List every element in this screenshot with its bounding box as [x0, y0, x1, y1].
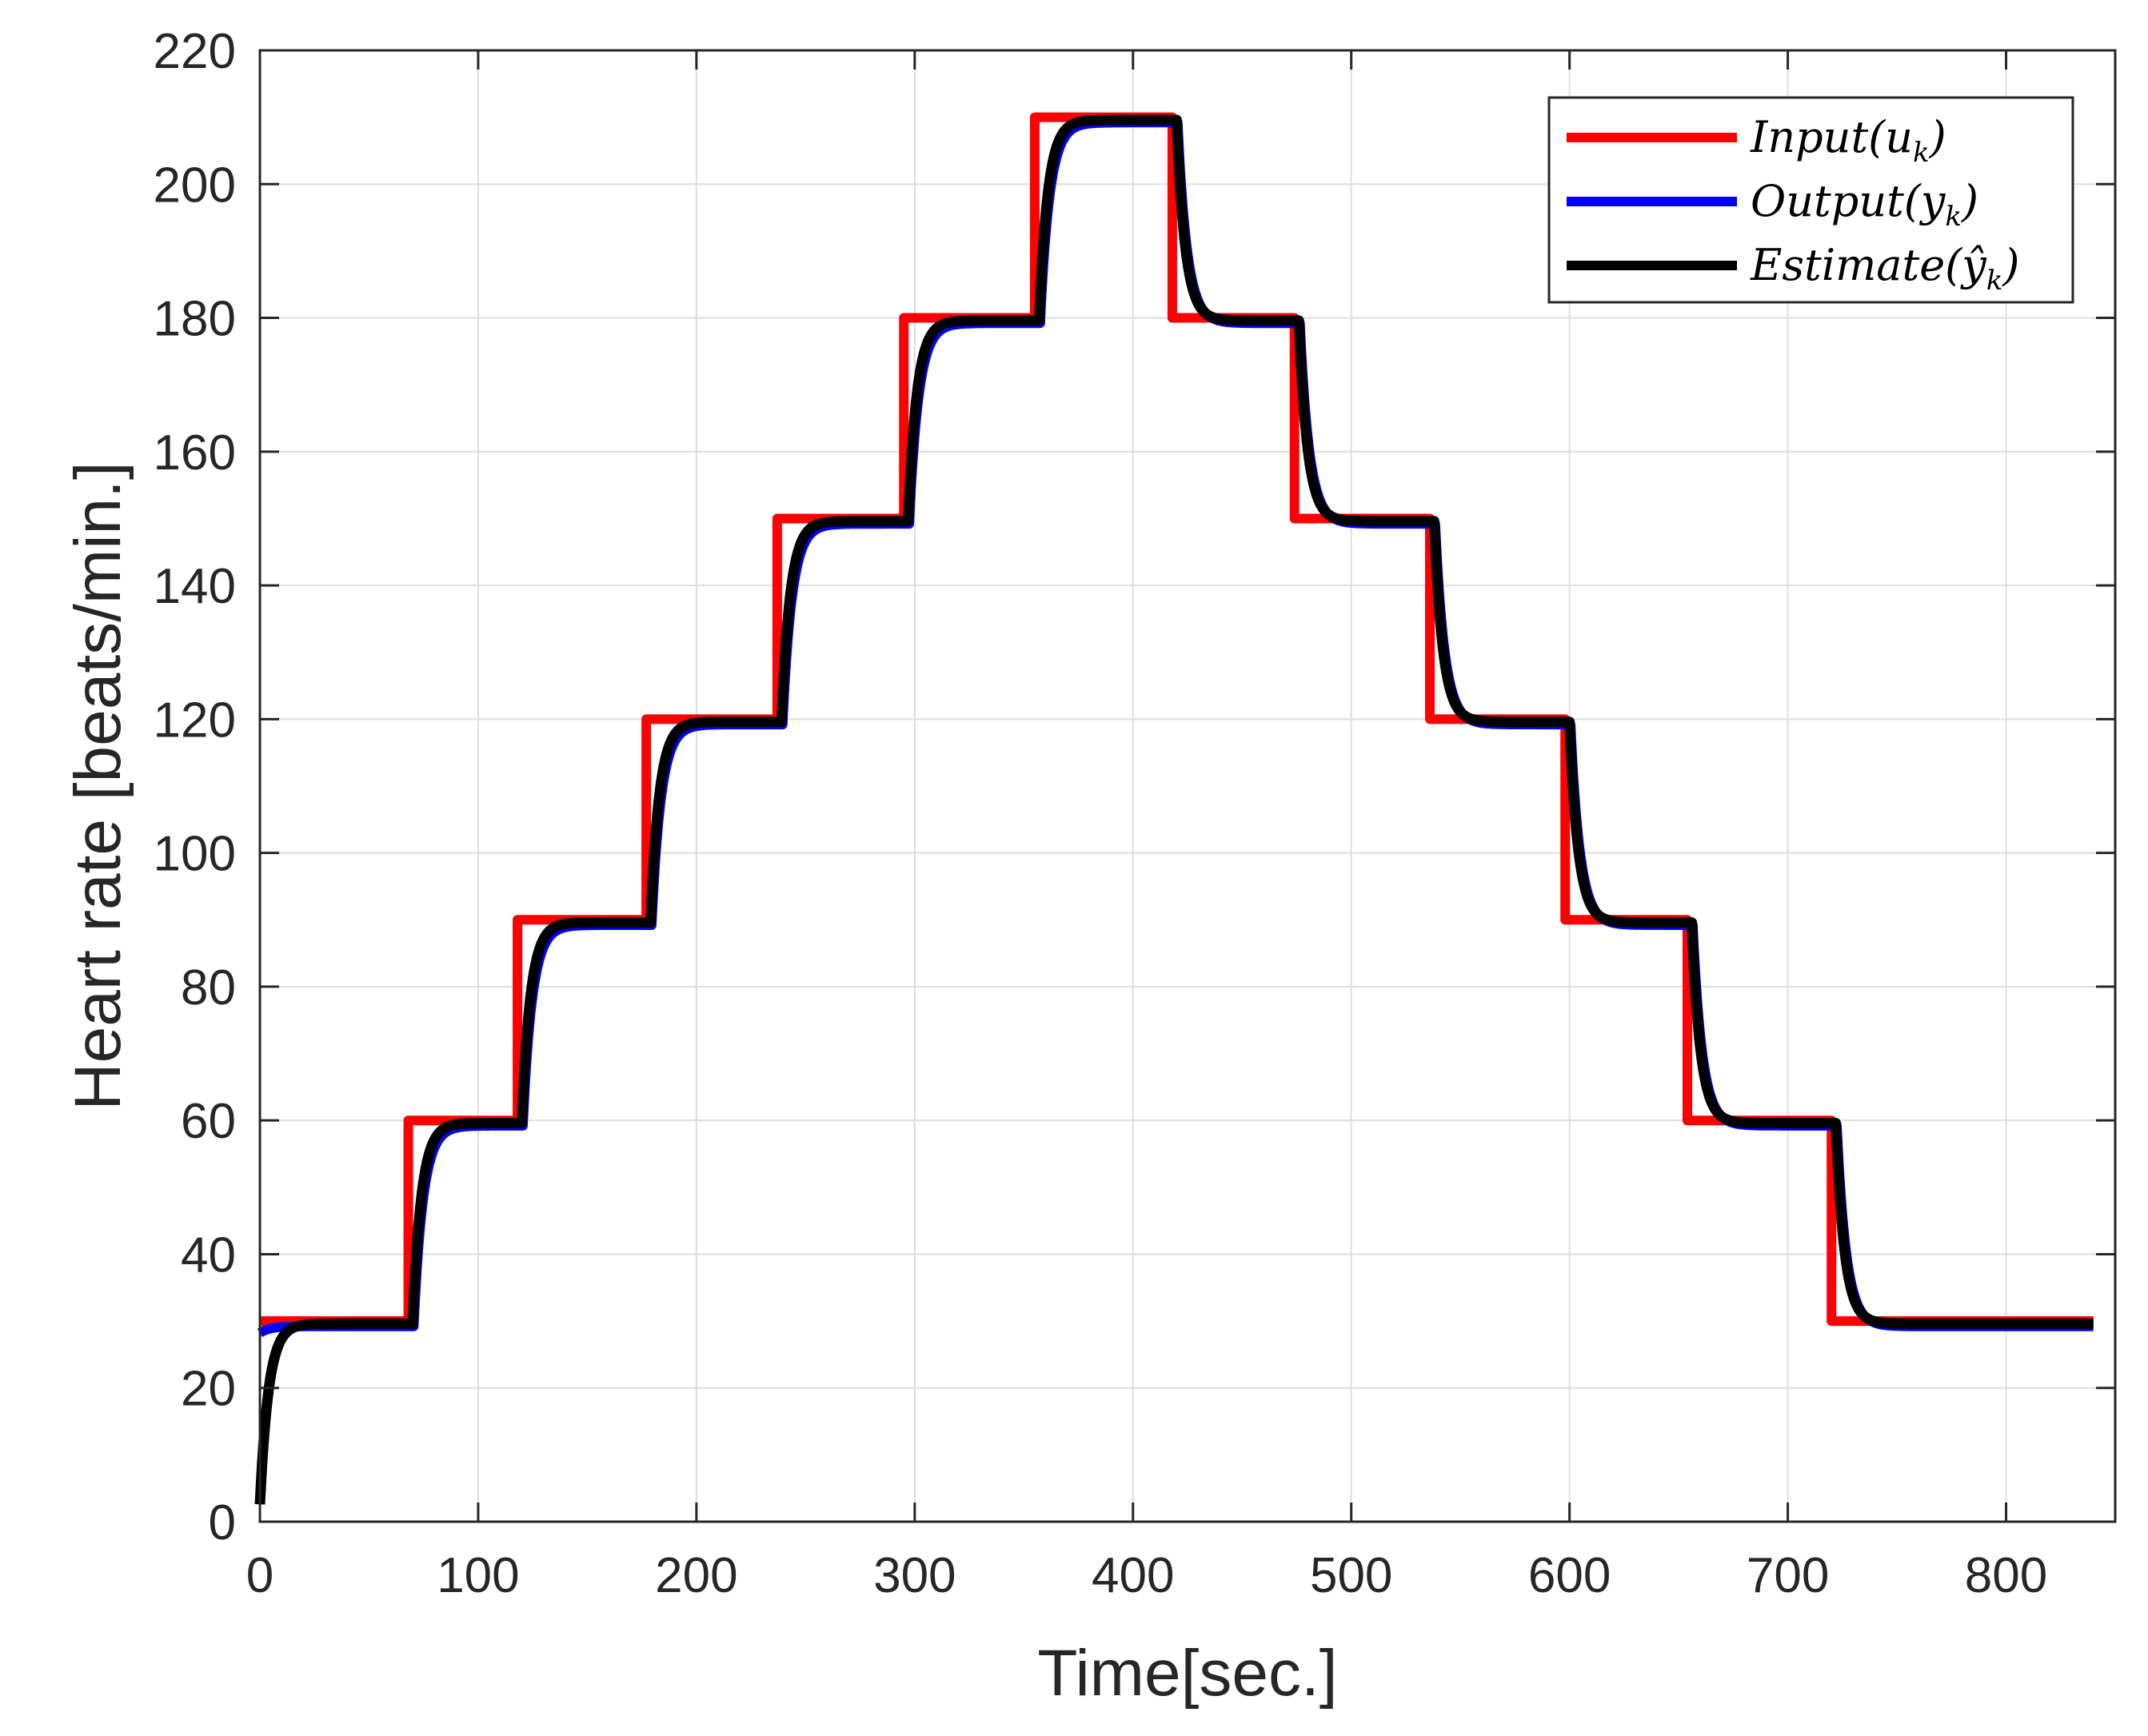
legend-closing: )	[1929, 112, 1946, 162]
y-tick-label: 160	[154, 425, 236, 481]
legend-label: Input(u	[1750, 112, 1913, 162]
x-tick-label: 0	[246, 1548, 273, 1603]
legend-entry-1: Input(uk)	[1750, 112, 1946, 169]
x-tick-label: 400	[1092, 1548, 1174, 1603]
x-tick-label: 700	[1747, 1548, 1829, 1603]
y-tick-label: 220	[154, 24, 236, 79]
legend-subscript: k	[1986, 265, 2003, 297]
y-tick-label: 80	[181, 960, 236, 1016]
y-tick-label: 20	[181, 1362, 236, 1417]
x-tick-label: 500	[1310, 1548, 1392, 1603]
legend-entry-2: Output(yk)	[1751, 176, 1978, 233]
plot-frame	[258, 49, 2117, 1523]
x-axis-title: Time[sec.]	[1037, 1637, 1337, 1710]
axis-ticks: 0 100 200 300 400 500 600 700 800 0 20 40 60 80 100 120…	[154, 24, 2115, 1603]
y-tick-label: 180	[154, 292, 236, 347]
legend-label: Estimate(ŷ	[1750, 240, 1987, 290]
series-line-3	[254, 114, 2098, 1505]
legend-subscript: k	[1913, 137, 1930, 169]
y-tick-label: 200	[154, 158, 236, 213]
y-tick-label: 120	[154, 692, 236, 748]
y-tick-label: 40	[181, 1227, 236, 1283]
y-tick-label: 60	[181, 1094, 236, 1149]
legend: Input(uk)Output(yk)Estimate(ŷk)	[1547, 96, 2074, 304]
y-tick-label: 0	[209, 1495, 236, 1550]
x-tick-label: 200	[655, 1548, 737, 1603]
y-tick-label: 140	[154, 559, 236, 614]
x-tick-label: 300	[873, 1548, 956, 1603]
y-axis-title: Heart rate [beats/min.]	[62, 461, 134, 1110]
y-tick-label: 100	[154, 827, 236, 882]
legend-entry-3: Estimate(ŷk)	[1750, 240, 2019, 297]
series-layer	[254, 112, 2098, 1505]
legend-label: Output(y	[1751, 176, 1946, 226]
legend-closing: )	[1961, 176, 1978, 226]
x-tick-label: 100	[437, 1548, 519, 1603]
x-tick-label: 600	[1528, 1548, 1611, 1603]
legend-subscript: k	[1945, 201, 1962, 233]
legend-closing: )	[2002, 240, 2019, 290]
x-tick-label: 800	[1965, 1548, 2047, 1603]
